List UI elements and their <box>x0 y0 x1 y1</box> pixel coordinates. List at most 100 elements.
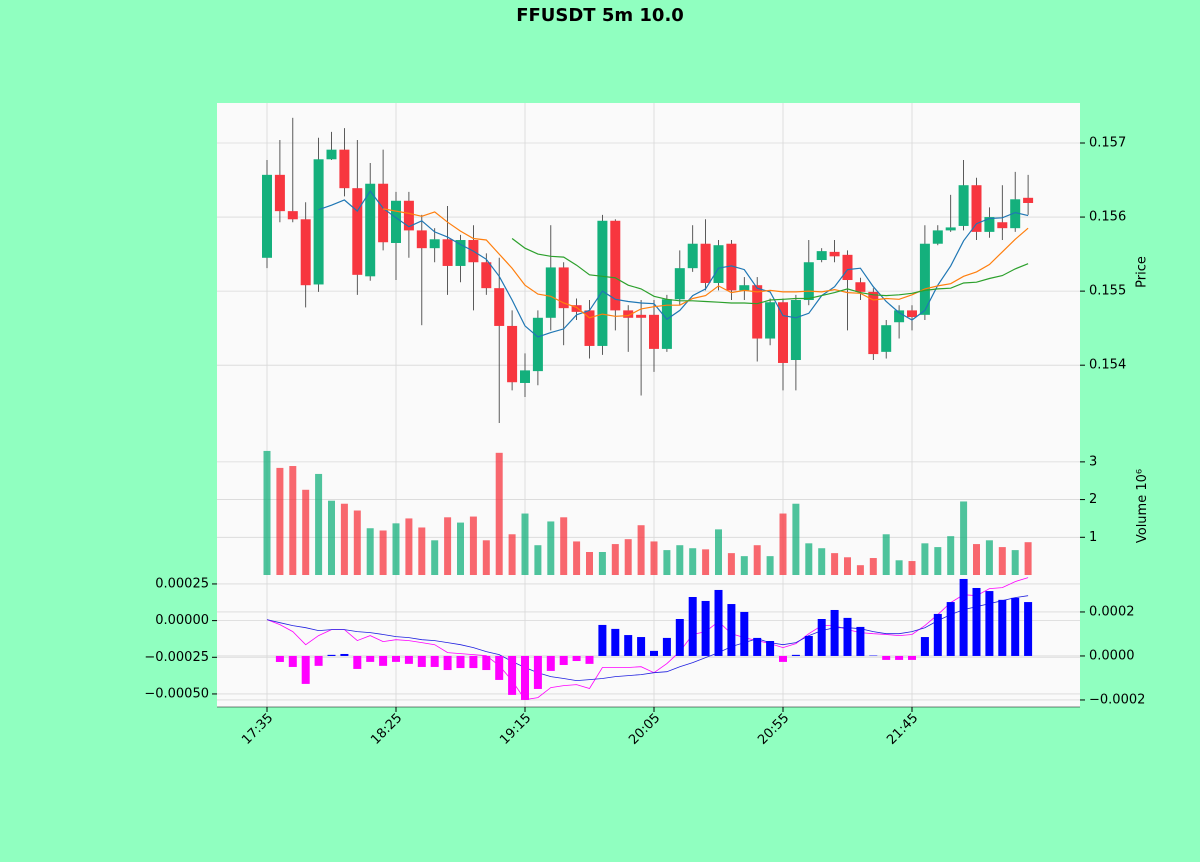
y-axis-label: Volume 10⁶ <box>1135 469 1150 543</box>
histogram-bar <box>985 591 994 656</box>
candle-body <box>674 268 685 300</box>
histogram-bar <box>766 641 775 656</box>
histogram-bar <box>920 637 929 656</box>
volume-bar <box>405 518 413 575</box>
y-tick-label: 0.0002 <box>1089 604 1135 619</box>
histogram-bar <box>882 655 891 660</box>
volume-bar <box>753 545 761 575</box>
volume-bar <box>779 513 787 575</box>
candle-body <box>378 183 389 243</box>
histogram-bar <box>546 655 555 671</box>
volume-bar <box>276 467 284 575</box>
volume-bar <box>508 534 516 575</box>
candle-body <box>300 219 311 286</box>
volume-bar <box>805 543 813 575</box>
volume-bar <box>766 556 774 575</box>
histogram-bar <box>327 654 336 656</box>
volume-bar <box>366 528 374 575</box>
candle-body <box>803 262 814 301</box>
volume-bar <box>637 525 645 575</box>
histogram-bar <box>908 655 916 660</box>
volume-bar <box>882 534 890 575</box>
chart-title: FFUSDT 5m 10.0 <box>516 5 684 26</box>
volume-bar <box>702 549 710 575</box>
volume-bar <box>379 530 387 575</box>
candle-body <box>571 305 582 312</box>
y-tick-label: 2 <box>1089 492 1097 507</box>
histogram-bar <box>624 635 633 656</box>
candle-body <box>274 174 285 212</box>
volume-bar <box>856 565 864 575</box>
candle-body <box>649 314 659 349</box>
macd-line <box>266 577 1029 701</box>
volume-bar <box>715 529 722 575</box>
histogram-bar <box>753 637 762 656</box>
histogram-bar <box>933 613 942 656</box>
candle-body <box>403 200 414 231</box>
histogram-bar <box>804 635 813 656</box>
candle-body <box>765 302 776 339</box>
histogram-bar <box>533 655 542 689</box>
histogram-bar <box>495 655 504 680</box>
candle-body <box>790 300 801 361</box>
histogram-bar <box>701 600 710 656</box>
histogram-bar <box>404 655 413 664</box>
candle-body <box>520 370 530 383</box>
histogram-bar <box>727 604 736 656</box>
histogram-bar <box>314 655 323 666</box>
volume-bar <box>392 523 400 575</box>
histogram-bar <box>521 655 529 700</box>
histogram-bar <box>959 578 968 656</box>
histogram-bar <box>662 637 671 656</box>
volume-bar <box>521 513 529 575</box>
histogram-bar <box>353 655 362 669</box>
candle-body <box>287 211 298 220</box>
volume-label: Volume <box>1135 495 1150 543</box>
volume-bar <box>469 516 477 575</box>
volume-bar <box>740 556 748 575</box>
volume-bar <box>586 551 593 575</box>
candle-body <box>545 267 556 318</box>
volume-bar <box>689 548 697 575</box>
y-axis-label: Price <box>1135 256 1150 288</box>
volume-bar <box>495 452 503 575</box>
histogram-bar <box>972 587 981 656</box>
histogram-bar <box>301 655 310 684</box>
candle-body <box>429 239 440 249</box>
histogram-bar <box>508 655 517 695</box>
candle-body <box>507 325 518 383</box>
volume-bar <box>844 557 851 575</box>
candle-body <box>842 254 853 281</box>
volume-bar <box>573 541 581 575</box>
volume-bar <box>289 466 297 575</box>
volume-bar <box>482 540 490 575</box>
histogram-bar <box>740 611 749 656</box>
volume-bar <box>1011 550 1019 575</box>
candle-body <box>713 245 724 283</box>
histogram-bar <box>688 597 697 656</box>
volume-bar <box>444 517 452 575</box>
volume-bar <box>431 540 439 575</box>
histogram-bar <box>430 655 439 667</box>
histogram-bar <box>443 655 452 671</box>
volume-bar <box>457 522 464 575</box>
candle-body <box>623 310 634 318</box>
candle-body <box>416 230 427 249</box>
histogram-bar <box>417 655 426 667</box>
y-tick-label: −0.00050 <box>144 686 209 701</box>
y-tick-label: 0.0000 <box>1089 648 1135 663</box>
histogram-bar <box>791 654 800 656</box>
candle-body <box>958 185 969 226</box>
histogram-bar <box>598 624 607 656</box>
volume-bar <box>534 545 542 575</box>
candle-body <box>1023 197 1034 203</box>
volume-bar <box>792 503 800 575</box>
candle-body <box>1010 199 1021 229</box>
histogram-bar <box>946 602 955 656</box>
histogram-bar <box>843 617 852 656</box>
volume-bar <box>560 517 568 575</box>
y-tick-label: 1 <box>1089 530 1097 545</box>
candle-body <box>352 188 363 275</box>
